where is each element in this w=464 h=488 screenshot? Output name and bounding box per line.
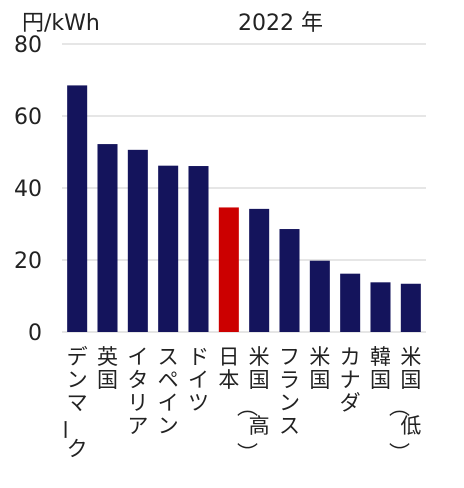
grid [62, 43, 426, 333]
bar [67, 85, 88, 333]
y-tick-label: 80 [14, 33, 42, 58]
bar [279, 229, 300, 332]
y-axis-label: 円/kWh [22, 11, 100, 36]
x-category-label: フランス [279, 345, 300, 438]
x-category-label: 米国（高） [235, 345, 270, 463]
x-category-label: 英国 [97, 345, 118, 392]
x-category-label: 米国（低） [386, 345, 421, 463]
x-category-label: デンマーク [53, 345, 88, 461]
bar [309, 260, 330, 332]
y-axis-ticks: 0 20 40 60 80 [14, 33, 42, 346]
y-tick-label: 60 [14, 105, 42, 130]
y-tick-label: 40 [14, 177, 42, 202]
bars [67, 85, 421, 333]
bar [158, 165, 179, 332]
bar [340, 273, 361, 332]
x-category-label: イタリア [127, 345, 148, 438]
y-tick-label: 0 [28, 321, 42, 346]
bar [370, 282, 391, 332]
bar [218, 207, 239, 332]
x-category-label: ドイツ [188, 345, 209, 415]
x-category-label: 日本 [218, 345, 239, 392]
bar [188, 166, 209, 332]
bar [97, 144, 118, 332]
y-tick-label: 20 [14, 249, 42, 274]
chart-title: 2022 年 [238, 11, 323, 36]
x-category-label: カナダ [340, 345, 361, 415]
bar [249, 208, 270, 332]
bar [400, 283, 421, 332]
x-category-label: スペイン [158, 345, 179, 438]
x-category-label: 韓国 [370, 345, 391, 392]
bar [127, 149, 148, 332]
x-category-label: 米国 [309, 345, 330, 392]
